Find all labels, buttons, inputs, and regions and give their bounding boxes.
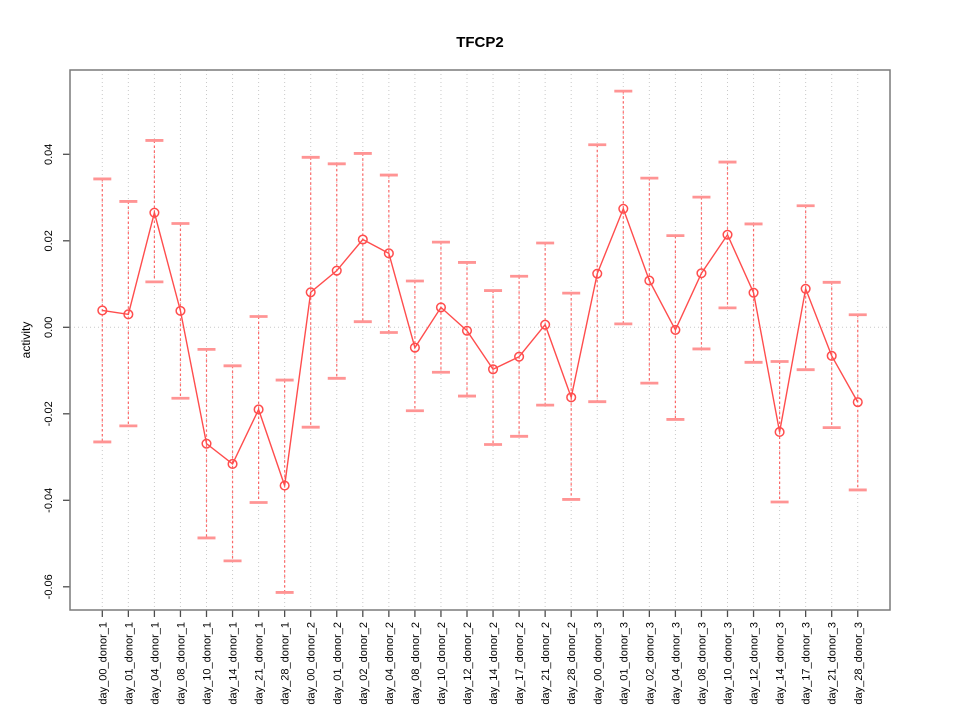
x-tick-label: day_01_donor_2 — [332, 622, 344, 705]
data-point — [331, 265, 342, 276]
x-tick-label: day_00_donor_2 — [306, 622, 318, 705]
y-tick-label: -0.02 — [43, 401, 55, 426]
data-point — [514, 351, 525, 362]
x-tick-label: day_00_donor_1 — [97, 622, 109, 705]
y-tick-label: -0.04 — [43, 488, 55, 513]
x-tick-label: day_02_donor_2 — [358, 622, 370, 705]
x-tick-label: day_12_donor_2 — [462, 622, 474, 705]
x-tick-label: day_00_donor_3 — [592, 622, 604, 705]
x-tick-label: day_21_donor_3 — [827, 622, 839, 705]
x-tick-label: day_02_donor_3 — [644, 622, 656, 705]
data-point — [227, 458, 238, 470]
data-points — [97, 203, 863, 491]
x-tick-label: day_17_donor_2 — [514, 622, 526, 705]
series-polyline — [102, 206, 859, 486]
x-tick-label: day_08_donor_2 — [410, 622, 422, 705]
x-tick-label: day_17_donor_3 — [801, 622, 813, 705]
data-point — [826, 350, 837, 361]
y-tick-label: 0.02 — [43, 230, 55, 251]
y-tick-label: 0.04 — [43, 144, 55, 165]
x-tick-label: day_28_donor_1 — [280, 622, 292, 705]
x-tick-label: day_10_donor_3 — [723, 622, 735, 705]
data-point — [97, 305, 108, 316]
data-point — [123, 309, 134, 320]
data-point — [618, 203, 629, 214]
data-point — [696, 268, 707, 279]
data-point — [774, 426, 785, 438]
data-point — [800, 283, 811, 294]
x-tick-label: day_01_donor_1 — [123, 622, 135, 705]
data-point — [253, 404, 264, 415]
data-point — [149, 207, 160, 218]
x-tick-label: day_12_donor_3 — [749, 622, 761, 705]
x-tick-label: day_10_donor_1 — [202, 622, 214, 705]
x-tick-label: day_28_donor_3 — [853, 622, 865, 705]
chart-title: TFCP2 — [456, 34, 504, 51]
data-point — [722, 229, 733, 240]
data-point — [566, 392, 577, 403]
y-tick-label: 0.00 — [43, 317, 55, 338]
data-point — [435, 302, 447, 313]
data-point — [461, 325, 473, 336]
axes: 0.04 0.02 0.00 -0.02 -0.04 -0.06 day_00_donor_… — [43, 144, 865, 705]
data-point — [748, 287, 759, 298]
x-tick-label: day_08_donor_3 — [696, 622, 708, 705]
data-point — [488, 364, 499, 375]
data-point — [279, 480, 290, 491]
y-axis-label: activity — [19, 322, 33, 359]
data-point — [357, 234, 368, 245]
x-tick-label: day_21_donor_1 — [254, 622, 266, 705]
x-tick-label: day_01_donor_3 — [618, 622, 630, 705]
data-point — [540, 319, 551, 330]
data-point — [175, 305, 186, 316]
plot-border — [69, 69, 891, 611]
x-tick-label: day_10_donor_2 — [436, 622, 448, 705]
x-tick-label: day_08_donor_1 — [175, 622, 187, 705]
x-tick-label: day_21_donor_2 — [540, 622, 552, 705]
x-tick-label: day_14_donor_2 — [488, 622, 500, 705]
data-point — [305, 287, 316, 298]
y-tick-label: -0.06 — [43, 574, 55, 599]
x-tick-label: day_04_donor_2 — [384, 622, 396, 705]
series-line — [102, 206, 859, 486]
data-point — [852, 397, 863, 408]
data-point — [670, 324, 681, 335]
error-bars — [93, 89, 867, 594]
x-tick-label: day_14_donor_3 — [775, 622, 787, 705]
x-tick-label: day_04_donor_3 — [670, 622, 682, 705]
gridlines — [70, 70, 890, 610]
x-tick-label: day_04_donor_1 — [149, 622, 161, 705]
data-point — [383, 248, 394, 259]
x-tick-label: day_14_donor_1 — [228, 622, 240, 705]
x-tick-label: day_28_donor_2 — [566, 622, 578, 705]
data-point — [644, 275, 655, 286]
data-point — [201, 438, 212, 449]
data-point — [409, 342, 420, 353]
data-point — [592, 268, 603, 279]
